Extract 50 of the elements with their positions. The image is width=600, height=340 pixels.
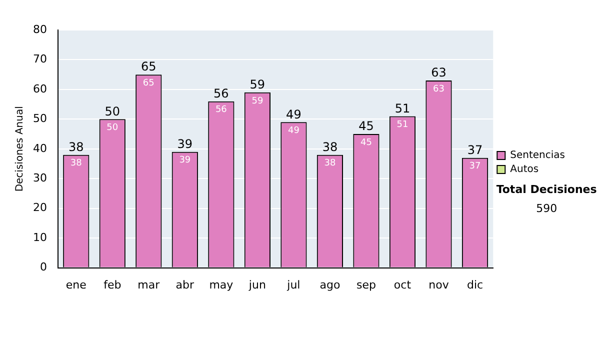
x-tick-label: may — [209, 278, 234, 292]
x-tick-label: jul — [286, 278, 300, 292]
x-tick-label: ago — [320, 278, 340, 292]
data-label: 59 — [252, 96, 264, 106]
total-label: 37 — [467, 142, 483, 157]
data-label: 38 — [324, 158, 336, 169]
y-tick-label: 70 — [32, 52, 47, 66]
total-label: 65 — [141, 60, 156, 74]
y-tick-label: 40 — [32, 142, 47, 155]
data-label: 49 — [288, 126, 300, 136]
legend-label: Sentencias — [510, 150, 566, 162]
x-tick-label: feb — [104, 278, 122, 292]
x-tick-label: sep — [356, 278, 376, 292]
total-label: 50 — [104, 104, 120, 118]
y-tick-label: 50 — [32, 112, 47, 126]
data-label: 37 — [469, 162, 481, 172]
text: 590 — [536, 202, 558, 215]
text: Total Decisiones — [496, 182, 598, 196]
y-axis-title: Decisiones Anual — [14, 106, 26, 192]
data-label: 65 — [142, 78, 154, 88]
total-label: 45 — [358, 119, 374, 134]
total-label: 59 — [250, 78, 266, 92]
x-tick-label: abr — [176, 278, 195, 292]
total-label: 38 — [322, 140, 338, 154]
y-tick-label: 10 — [32, 230, 47, 244]
x-tick-label: jun — [248, 278, 266, 292]
legend-label: Autos — [510, 164, 539, 176]
data-label: 45 — [360, 138, 372, 148]
total-label: 51 — [394, 101, 410, 116]
data-label: 56 — [215, 105, 228, 116]
total-label: 49 — [286, 107, 302, 122]
y-tick-label: 80 — [32, 22, 47, 36]
x-tick-label: mar — [138, 278, 160, 292]
data-label: 63 — [433, 84, 444, 94]
x-tick-label: oct — [394, 278, 412, 292]
x-tick-label: nov — [428, 278, 450, 292]
data-label: 38 — [70, 158, 82, 169]
data-label: 50 — [106, 123, 118, 134]
total-label: 63 — [431, 66, 446, 80]
y-tick-label: 20 — [32, 201, 47, 214]
y-tick-label: 30 — [32, 171, 47, 184]
y-tick-label: 60 — [32, 82, 47, 96]
total-label: 39 — [177, 136, 193, 151]
data-label: 51 — [396, 120, 408, 130]
x-tick-label: ene — [66, 278, 87, 292]
total-label: 38 — [68, 140, 84, 154]
total-label: 56 — [214, 86, 229, 100]
y-tick-label: 0 — [40, 260, 47, 274]
x-tick-label: dic — [466, 278, 484, 292]
data-label: 39 — [179, 156, 191, 166]
